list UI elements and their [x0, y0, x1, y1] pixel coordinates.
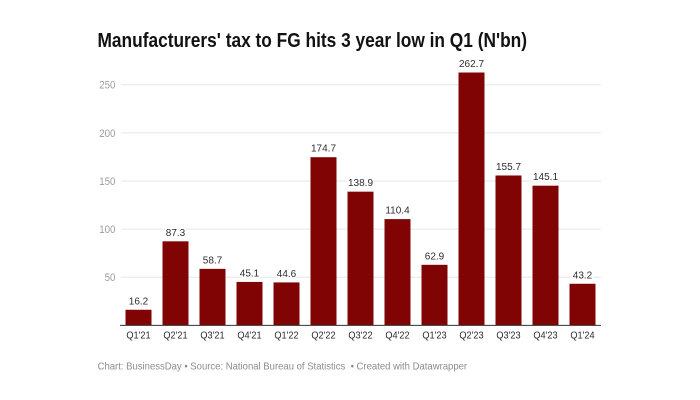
svg-text:62.9: 62.9 [425, 251, 445, 262]
svg-text:Q1'22: Q1'22 [274, 330, 298, 342]
svg-text:43.2: 43.2 [573, 270, 593, 281]
svg-text:Q4'22: Q4'22 [385, 330, 409, 342]
svg-text:Q2'21: Q2'21 [163, 330, 187, 342]
svg-text:Q4'23: Q4'23 [533, 330, 557, 342]
svg-text:Q2'22: Q2'22 [311, 330, 335, 342]
svg-text:200: 200 [99, 128, 115, 140]
svg-text:Q3'22: Q3'22 [348, 330, 372, 342]
svg-text:Chart: BusinessDay • Source: N: Chart: BusinessDay • Source: National Bu… [98, 362, 468, 373]
svg-text:110.4: 110.4 [385, 206, 410, 217]
svg-text:44.6: 44.6 [277, 269, 297, 280]
svg-text:45.1: 45.1 [240, 268, 260, 279]
svg-text:Manufacturers' tax to FG hits: Manufacturers' tax to FG hits 3 year low… [98, 30, 528, 52]
svg-text:Q2'23: Q2'23 [459, 330, 483, 342]
svg-text:Q1'21: Q1'21 [126, 330, 150, 342]
svg-text:174.7: 174.7 [311, 144, 336, 155]
svg-text:50: 50 [105, 272, 116, 284]
svg-text:16.2: 16.2 [129, 296, 149, 307]
svg-text:155.7: 155.7 [496, 162, 521, 173]
svg-text:145.1: 145.1 [533, 172, 558, 183]
svg-text:87.3: 87.3 [166, 228, 186, 239]
svg-text:Q3'21: Q3'21 [200, 330, 224, 342]
svg-text:Q1'24: Q1'24 [570, 330, 594, 342]
svg-text:Q3'23: Q3'23 [496, 330, 520, 342]
svg-text:58.7: 58.7 [203, 255, 223, 266]
svg-text:262.7: 262.7 [459, 59, 484, 70]
svg-text:Q1'23: Q1'23 [422, 330, 446, 342]
svg-text:150: 150 [99, 176, 115, 188]
svg-text:138.9: 138.9 [348, 178, 373, 189]
svg-text:Q4'21: Q4'21 [237, 330, 261, 342]
svg-text:100: 100 [99, 224, 115, 236]
svg-text:250: 250 [99, 80, 115, 92]
